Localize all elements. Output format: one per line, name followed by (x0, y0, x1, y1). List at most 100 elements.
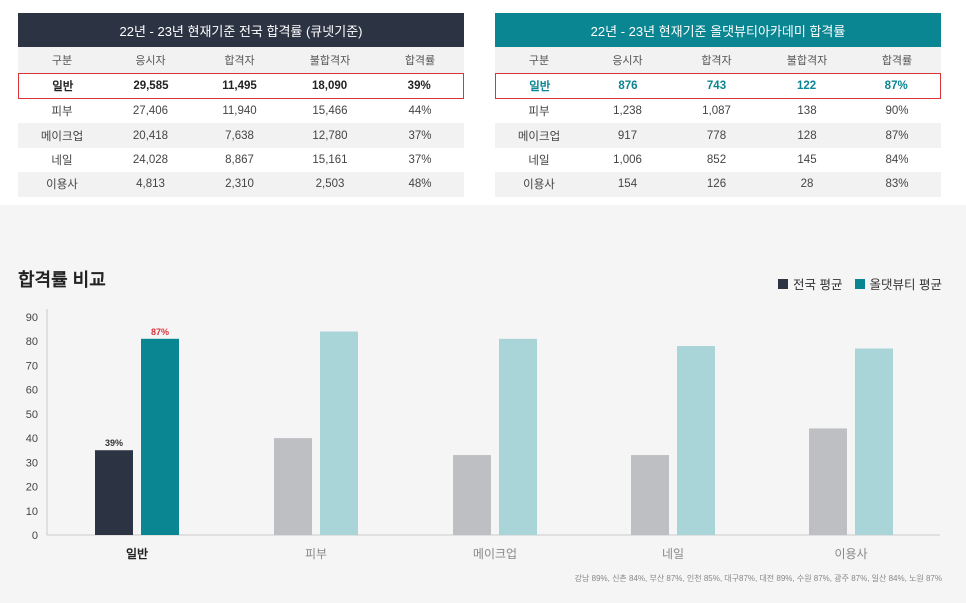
table-cell: 145 (797, 153, 817, 166)
table-cell: 37% (408, 129, 432, 142)
x-category-label: 일반 (126, 546, 148, 561)
table-cell: 37% (408, 153, 432, 166)
y-tick-label: 0 (32, 530, 38, 542)
y-tick-label: 40 (26, 433, 38, 445)
table-row: 피부 1,238 1,087 138 90% (495, 99, 941, 124)
table-cell: 1,238 (613, 105, 642, 118)
table-cell: 126 (706, 178, 727, 191)
table-cell: 네일 (51, 154, 73, 167)
bar-national-2 (453, 455, 491, 535)
bar-academy-4 (855, 348, 893, 535)
table-cell: 메이크업 (517, 130, 561, 143)
table-cell: 15,466 (312, 105, 348, 118)
bar-national-0 (95, 450, 133, 535)
data-label-academy: 87% (151, 327, 169, 337)
table-cell: 이용사 (46, 179, 78, 192)
table-cell: 20,418 (132, 129, 169, 142)
table-cell: 138 (797, 105, 817, 118)
bar-national-3 (631, 455, 669, 535)
table-cell: 11,495 (222, 80, 257, 92)
column-header: 구분 (528, 55, 550, 67)
table-cell: 일반 (529, 81, 551, 93)
table-cell: 11,940 (222, 105, 257, 118)
table-row: 메이크업 917 778 128 87% (495, 123, 941, 148)
chart-legend: 전국 평균 올댓뷰티 평균 (778, 274, 942, 293)
legend-item-academy: 올댓뷰티 평균 (854, 274, 942, 293)
table-cell: 122 (797, 80, 817, 92)
branch-rates-footnote: 강남 89%, 신촌 84%, 부산 87%, 인천 85%, 대구87%, 대… (574, 574, 942, 583)
table-cell: 27,406 (132, 105, 169, 118)
column-header: 합격률 (881, 55, 913, 67)
column-header: 응시자 (612, 55, 643, 67)
table-cell: 743 (706, 80, 727, 92)
table-cell: 90% (885, 105, 909, 118)
bar-national-1 (274, 438, 312, 535)
table-cell: 12,780 (312, 129, 348, 142)
academy-table-title: 22년 - 23년 현재기준 올댓뷰티아카데미 합격률 (495, 13, 941, 47)
table-cell: 87% (885, 129, 909, 142)
table-cell: 87% (884, 80, 908, 92)
academy-table-header-row: 구분 응시자 합격자 불합격자 합격률 (495, 47, 941, 73)
legend-label-national: 전국 평균 (793, 278, 843, 292)
y-tick-label: 60 (26, 385, 38, 397)
legend-label-academy: 올댓뷰티 평균 (869, 278, 942, 292)
y-tick-label: 90 (26, 312, 38, 324)
table-cell: 44% (408, 105, 432, 118)
academy-pass-rate-table: 22년 - 23년 현재기준 올댓뷰티아카데미 합격률 구분 응시자 합격자 불… (495, 13, 941, 197)
table-cell: 24,028 (132, 153, 169, 166)
bar-academy-2 (499, 338, 537, 535)
table-cell: 154 (617, 178, 638, 191)
table-cell: 15,161 (312, 153, 348, 166)
table-cell: 48% (408, 178, 432, 191)
bar-national-4 (809, 428, 847, 535)
table-cell: 피부 (528, 106, 550, 119)
pass-rate-bar-chart: 0 10 20 30 40 50 60 70 80 90 39% 87% 일반 피부 메이크업 네일 이용사 (26, 309, 940, 561)
chart-heading: 합격률 비교 (18, 270, 106, 290)
data-label-national: 39% (105, 438, 123, 448)
table-cell: 84% (885, 153, 909, 166)
column-header: 불합격자 (309, 55, 351, 67)
table-cell: 1,087 (702, 105, 731, 118)
table-cell: 852 (706, 153, 727, 166)
table-cell: 39% (407, 80, 431, 92)
bar-academy-3 (677, 346, 715, 535)
table-row: 이용사 154 126 28 83% (495, 172, 941, 197)
legend-swatch-national (778, 278, 789, 289)
table-cell: 7,638 (225, 129, 254, 142)
table-row-highlighted: 일반 29,585 11,495 18,090 39% (18, 73, 464, 99)
column-header: 합격률 (404, 55, 436, 67)
x-category-label: 피부 (305, 547, 327, 561)
table-cell: 2,310 (225, 178, 254, 191)
bar-academy-0 (141, 338, 179, 535)
y-tick-label: 70 (26, 360, 38, 372)
table-row: 이용사 4,813 2,310 2,503 48% (18, 172, 464, 197)
table-cell: 네일 (528, 154, 550, 167)
national-pass-rate-table: 22년 - 23년 현재기준 전국 합격률 (큐넷기준) 구분 응시자 합격자 … (18, 13, 464, 197)
x-category-label: 이용사 (834, 547, 867, 561)
table-cell: 28 (800, 178, 814, 191)
y-tick-label: 30 (26, 457, 38, 469)
legend-item-national: 전국 평균 (778, 274, 843, 293)
table-cell: 피부 (51, 106, 73, 119)
table-row: 네일 1,006 852 145 84% (495, 147, 941, 173)
table-cell: 메이크업 (40, 130, 84, 143)
bar-academy-1 (320, 331, 358, 535)
y-tick-label: 50 (26, 409, 38, 421)
column-header: 구분 (51, 55, 73, 67)
column-header: 불합격자 (786, 55, 828, 67)
x-category-label: 메이크업 (473, 547, 517, 561)
column-header: 합격자 (224, 55, 255, 67)
x-category-label: 네일 (662, 547, 684, 561)
table-row: 네일 24,028 8,867 15,161 37% (18, 147, 464, 173)
table-cell: 8,867 (225, 153, 254, 166)
table-cell: 2,503 (315, 178, 345, 191)
table-cell: 18,090 (312, 80, 348, 92)
column-header: 응시자 (135, 55, 166, 67)
table-cell: 876 (618, 80, 638, 92)
table-cell: 29,585 (133, 80, 169, 92)
y-tick-label: 80 (26, 336, 38, 348)
table-row-highlighted: 일반 876 743 122 87% (495, 73, 941, 99)
table-cell: 1,006 (613, 153, 642, 166)
y-tick-label: 10 (26, 506, 38, 518)
table-cell: 83% (885, 178, 909, 191)
